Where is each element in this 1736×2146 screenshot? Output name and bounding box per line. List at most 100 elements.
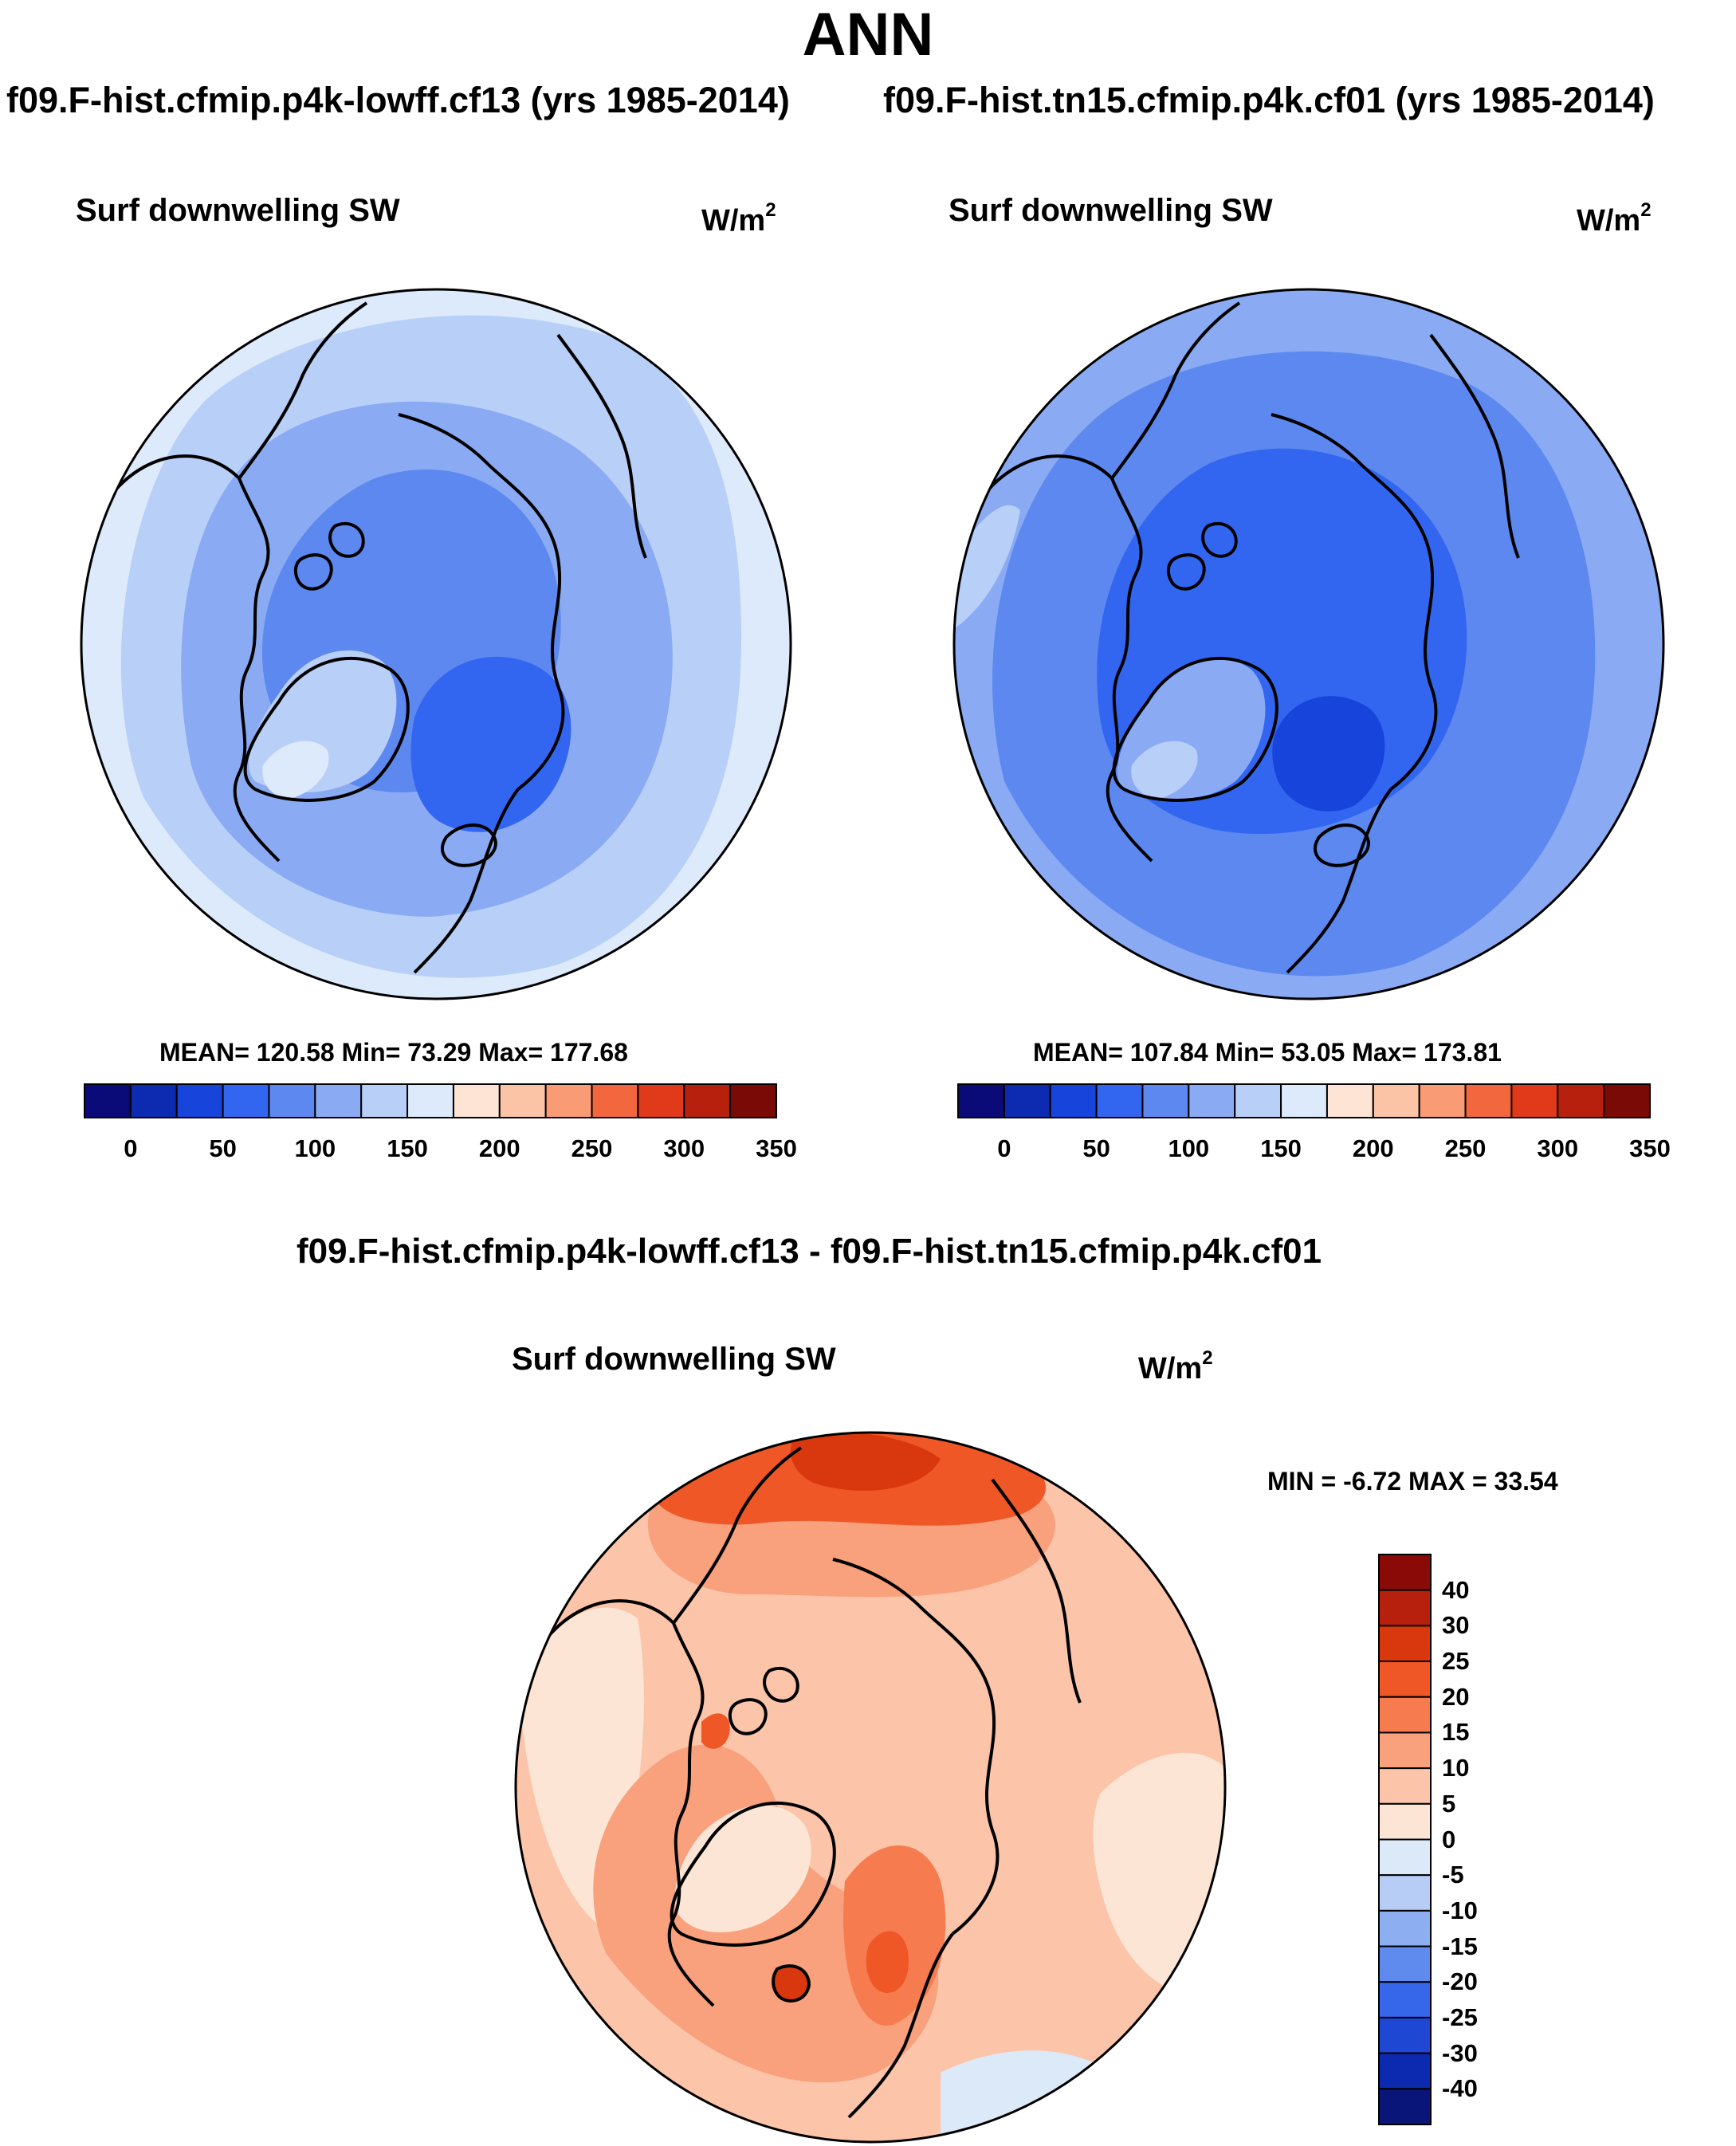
colorbar-box: [544, 1083, 593, 1118]
panel3-colorbar: [1378, 1554, 1432, 2125]
colorbar-box: [222, 1083, 270, 1118]
colorbar-box: [268, 1083, 316, 1118]
panel2-title: Surf downwelling SW: [949, 193, 1273, 228]
colorbar-tick-label: 250: [1444, 1134, 1487, 1162]
panel1-title: Surf downwelling SW: [76, 193, 400, 228]
difference-title: f09.F-hist.cfmip.p4k-lowff.cf13 - f09.F-…: [297, 1232, 1322, 1271]
colorbar-box: [1418, 1083, 1467, 1118]
colorbar-box: [1095, 1083, 1144, 1118]
colorbar-tick-label: 0: [997, 1134, 1011, 1162]
colorbar-box: [1049, 1083, 1098, 1118]
colorbar-box: [1326, 1083, 1374, 1118]
colorbar-box: [84, 1083, 132, 1118]
panel2-colorbar: [957, 1083, 1651, 1118]
colorbar-box: [1234, 1083, 1282, 1118]
colorbar-box: [591, 1083, 639, 1118]
colorbar-box: [1378, 1589, 1432, 1627]
colorbar-tick-label: 100: [294, 1134, 336, 1162]
colorbar-tick-label: -5: [1442, 1861, 1464, 1889]
colorbar-tick-label: 150: [387, 1134, 428, 1162]
colorbar-tick-label: 250: [571, 1134, 613, 1162]
colorbar-box: [1378, 1838, 1432, 1877]
colorbar-box: [1378, 1554, 1432, 1591]
colorbar-box: [360, 1083, 409, 1118]
figure-title: ANN: [802, 1, 934, 69]
colorbar-tick-label: -15: [1442, 1932, 1478, 1960]
colorbar-box: [1378, 1696, 1432, 1734]
case-a-title: f09.F-hist.cfmip.p4k-lowff.cf13 (yrs 198…: [6, 80, 790, 120]
colorbar-tick-label: -10: [1442, 1896, 1478, 1924]
colorbar-box: [957, 1083, 1005, 1118]
colorbar-box: [1510, 1083, 1559, 1118]
panel3-units: W/m2: [1138, 1347, 1213, 1385]
colorbar-tick-label: 200: [478, 1134, 520, 1162]
panel2-map-border: [952, 288, 1665, 1000]
case-b-title: f09.F-hist.tn15.cfmip.p4k.cf01 (yrs 1985…: [883, 80, 1655, 120]
colorbar-box: [1378, 1874, 1432, 1912]
colorbar-box: [452, 1083, 501, 1118]
colorbar-box: [729, 1083, 778, 1118]
colorbar-box: [683, 1083, 732, 1118]
colorbar-box: [1378, 2016, 1432, 2054]
colorbar-tick-label: 350: [1629, 1134, 1671, 1162]
colorbar-box: [1378, 1909, 1432, 1948]
panel3-title: Surf downwelling SW: [512, 1342, 836, 1377]
colorbar-tick-label: 200: [1352, 1134, 1394, 1162]
colorbar-tick-label: -30: [1442, 2038, 1478, 2067]
colorbar-box: [1464, 1083, 1513, 1118]
colorbar-tick-label: 10: [1442, 1754, 1470, 1782]
colorbar-box: [1378, 1661, 1432, 1698]
colorbar-tick-label: -40: [1442, 2074, 1478, 2103]
panel3-coastlines: [544, 1446, 1082, 2119]
panel1-colorbar: [84, 1083, 778, 1118]
colorbar-box: [1378, 1625, 1432, 1663]
colorbar-tick-label: 300: [1537, 1134, 1579, 1162]
colorbar-box: [1280, 1083, 1328, 1118]
colorbar-tick-label: 40: [1442, 1575, 1470, 1604]
colorbar-box: [1372, 1083, 1420, 1118]
colorbar-tick-label: 50: [1082, 1134, 1110, 1162]
colorbar-tick-label: 0: [124, 1134, 138, 1162]
colorbar-box: [1378, 2088, 1432, 2125]
panel1-units: W/m2: [701, 199, 776, 238]
colorbar-box: [1378, 1731, 1432, 1770]
colorbar-box: [175, 1083, 224, 1118]
panel3-stats: MIN = -6.72 MAX = 33.54: [1267, 1467, 1558, 1496]
colorbar-tick-label: 350: [756, 1134, 797, 1162]
colorbar-tick-label: 15: [1442, 1718, 1470, 1747]
panel3-map-border: [514, 1431, 1227, 2144]
panel1-map-border: [80, 288, 792, 1000]
colorbar-box: [498, 1083, 547, 1118]
colorbar-tick-label: 5: [1442, 1789, 1456, 1818]
colorbar-tick-label: 20: [1442, 1682, 1470, 1711]
colorbar-tick-label: -20: [1442, 1967, 1478, 1996]
panel2-units: W/m2: [1577, 199, 1652, 238]
colorbar-tick-label: 0: [1442, 1825, 1456, 1853]
colorbar-tick-label: 30: [1442, 1611, 1470, 1640]
colorbar-tick-label: 300: [663, 1134, 705, 1162]
colorbar-tick-label: 150: [1260, 1134, 1302, 1162]
panel2-coastlines: [983, 301, 1520, 974]
colorbar-box: [1557, 1083, 1605, 1118]
colorbar-tick-label: -25: [1442, 2003, 1478, 2031]
colorbar-box: [1378, 2052, 1432, 2090]
colorbar-box: [637, 1083, 685, 1118]
colorbar-box: [1141, 1083, 1190, 1118]
colorbar-box: [1378, 1945, 1432, 1983]
panel2-map: [954, 289, 1663, 999]
panel2-stats: MEAN= 107.84 Min= 53.05 Max= 173.81: [1033, 1038, 1502, 1067]
colorbar-box: [1603, 1083, 1651, 1118]
colorbar-tick-label: 100: [1168, 1134, 1210, 1162]
colorbar-box: [314, 1083, 363, 1118]
panel1-stats: MEAN= 120.58 Min= 73.29 Max= 177.68: [159, 1038, 628, 1067]
colorbar-box: [1378, 1767, 1432, 1805]
panel3-map: [516, 1433, 1225, 2142]
colorbar-tick-label: 50: [209, 1134, 237, 1162]
colorbar-box: [1378, 1981, 1432, 2018]
colorbar-box: [1188, 1083, 1236, 1118]
colorbar-box: [129, 1083, 178, 1118]
panel1-coastlines: [110, 301, 647, 974]
colorbar-tick-label: 25: [1442, 1647, 1470, 1676]
colorbar-box: [1378, 1802, 1432, 1841]
